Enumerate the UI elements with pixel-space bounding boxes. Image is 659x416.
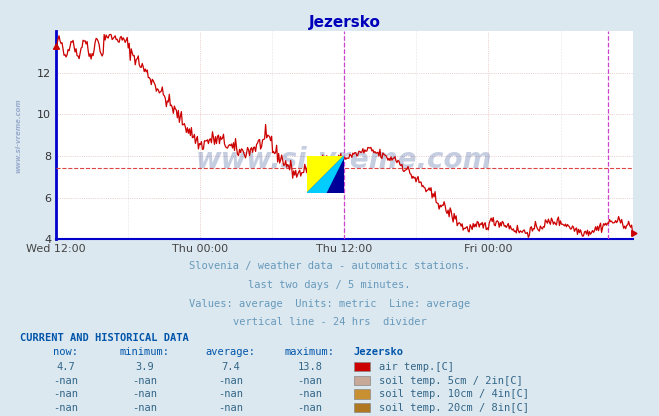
Text: -nan: -nan — [132, 403, 158, 413]
Title: Jezersko: Jezersko — [308, 15, 380, 30]
Text: -nan: -nan — [297, 376, 322, 386]
Text: air temp.[C]: air temp.[C] — [379, 362, 454, 372]
Text: CURRENT AND HISTORICAL DATA: CURRENT AND HISTORICAL DATA — [20, 333, 188, 343]
Text: soil temp. 10cm / 4in[C]: soil temp. 10cm / 4in[C] — [379, 389, 529, 399]
Polygon shape — [307, 156, 344, 193]
Text: -nan: -nan — [53, 389, 78, 399]
Text: -nan: -nan — [132, 376, 158, 386]
Text: -nan: -nan — [297, 389, 322, 399]
Polygon shape — [307, 156, 344, 193]
Text: -nan: -nan — [218, 389, 243, 399]
Text: vertical line - 24 hrs  divider: vertical line - 24 hrs divider — [233, 317, 426, 327]
Text: average:: average: — [206, 347, 256, 357]
Text: -nan: -nan — [218, 403, 243, 413]
Text: www.si-vreme.com: www.si-vreme.com — [16, 98, 22, 173]
Text: Slovenia / weather data - automatic stations.: Slovenia / weather data - automatic stat… — [189, 261, 470, 271]
Text: -nan: -nan — [132, 389, 158, 399]
Text: 7.4: 7.4 — [221, 362, 240, 372]
Text: Jezersko: Jezersko — [354, 347, 404, 357]
Polygon shape — [307, 156, 344, 193]
Text: -nan: -nan — [297, 403, 322, 413]
Text: -nan: -nan — [53, 376, 78, 386]
Text: now:: now: — [53, 347, 78, 357]
Text: last two days / 5 minutes.: last two days / 5 minutes. — [248, 280, 411, 290]
Text: soil temp. 5cm / 2in[C]: soil temp. 5cm / 2in[C] — [379, 376, 523, 386]
Text: 3.9: 3.9 — [136, 362, 154, 372]
Text: 13.8: 13.8 — [297, 362, 322, 372]
Text: www.si-vreme.com: www.si-vreme.com — [196, 146, 492, 174]
Text: minimum:: minimum: — [120, 347, 170, 357]
Text: soil temp. 20cm / 8in[C]: soil temp. 20cm / 8in[C] — [379, 403, 529, 413]
Text: -nan: -nan — [218, 376, 243, 386]
Text: maximum:: maximum: — [285, 347, 335, 357]
Text: Values: average  Units: metric  Line: average: Values: average Units: metric Line: aver… — [189, 299, 470, 309]
Text: -nan: -nan — [53, 403, 78, 413]
Text: 4.7: 4.7 — [57, 362, 75, 372]
